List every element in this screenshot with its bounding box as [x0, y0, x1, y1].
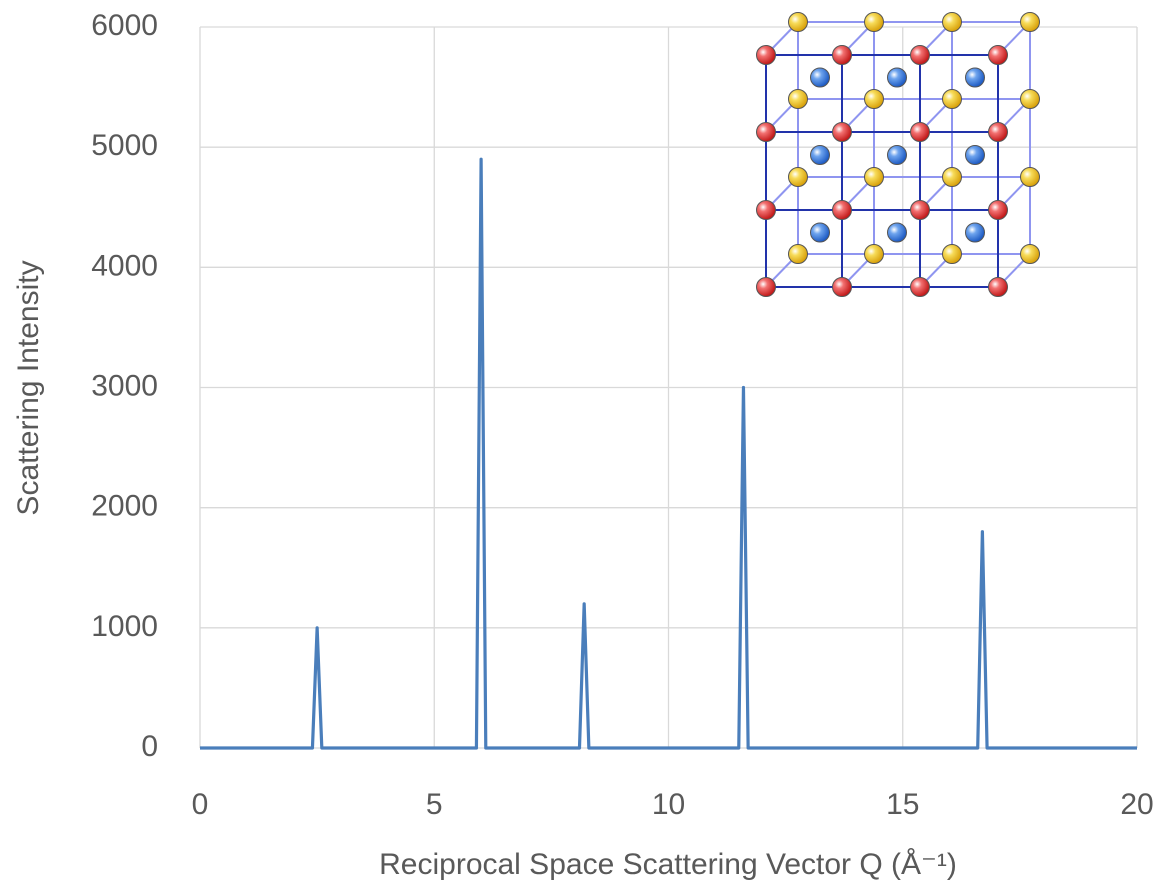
atom — [832, 45, 852, 65]
atom — [756, 200, 776, 220]
x-tick-label: 20 — [1120, 788, 1153, 821]
atom — [864, 12, 884, 32]
y-tick-label: 1000 — [91, 610, 158, 643]
atom — [810, 145, 830, 165]
atom — [832, 277, 852, 297]
y-tick-label: 5000 — [91, 129, 158, 162]
crystal-lattice-inset — [756, 12, 1040, 297]
atom — [942, 167, 962, 187]
atom — [810, 222, 830, 243]
atom — [910, 277, 930, 297]
y-tick-label: 4000 — [91, 249, 158, 282]
atom — [788, 167, 808, 187]
atom — [988, 45, 1008, 65]
data-line — [200, 157, 1137, 750]
atom — [988, 277, 1008, 297]
atom — [988, 122, 1008, 142]
y-tick-label: 2000 — [91, 490, 158, 523]
y-tick-label: 6000 — [91, 9, 158, 42]
y-axis-label: Scattering Intensity — [12, 260, 45, 515]
atom — [965, 67, 985, 88]
x-tick-label: 15 — [886, 788, 919, 821]
atom — [910, 200, 930, 220]
atom — [756, 122, 776, 142]
atom — [942, 89, 962, 109]
atom — [864, 167, 884, 187]
atom — [832, 200, 852, 220]
atom — [965, 222, 985, 243]
atom — [864, 89, 884, 109]
x-tick-label: 10 — [652, 788, 685, 821]
atom — [910, 45, 930, 65]
atom — [756, 277, 776, 297]
x-tick-label: 5 — [426, 788, 443, 821]
y-tick-label: 0 — [141, 730, 158, 763]
atom — [1020, 12, 1040, 32]
atom — [810, 67, 830, 88]
x-tick-label: 0 — [192, 788, 209, 821]
atom — [1020, 167, 1040, 187]
atom — [756, 45, 776, 65]
atom — [1020, 89, 1040, 109]
atom — [988, 200, 1008, 220]
atom — [1020, 244, 1040, 264]
atom — [887, 67, 907, 88]
atom — [942, 12, 962, 32]
atom — [942, 244, 962, 264]
x-axis-label: Reciprocal Space Scattering Vector Q (Å⁻… — [379, 848, 957, 881]
atom — [788, 89, 808, 109]
atom — [788, 12, 808, 32]
y-tick-label: 3000 — [91, 369, 158, 402]
atom — [864, 244, 884, 264]
atom — [887, 222, 907, 243]
atom — [788, 244, 808, 264]
atom — [887, 145, 907, 165]
atom — [910, 122, 930, 142]
atom — [832, 122, 852, 142]
atom — [965, 145, 985, 165]
